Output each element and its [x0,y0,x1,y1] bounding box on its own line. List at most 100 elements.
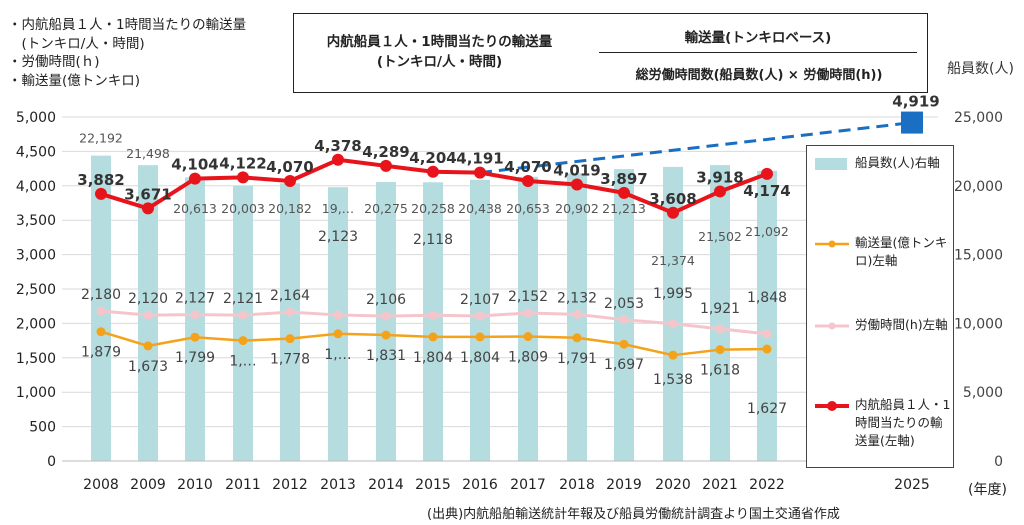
y-tick-left: 3,000 [16,248,56,264]
data-label-transport: 1,778 [270,352,310,368]
x-tick-label: 2019 [606,477,642,493]
transport-point [143,341,153,351]
per-hour-point [237,171,249,184]
y-tick-left: 2,000 [16,316,56,332]
hours-point [96,306,106,316]
data-label-hours: 2,180 [81,287,121,303]
bar-label-crew: 22,192 [79,131,123,146]
x-tick-label: 2013 [320,477,356,493]
data-label-per-hour: 3,671 [124,185,171,203]
transport-point [762,344,772,354]
hours-point [190,310,200,320]
transport-point [523,332,533,342]
legend: 船員数(人)右軸 輸送量(億トンキロ)左軸 労働時間(h)左軸 内航船員１人・1… [806,145,954,468]
data-label-per-hour: 4,191 [456,150,503,168]
hours-point [619,315,629,325]
bar-crew [710,165,730,461]
formula-label-line1: 内航船員１人・1時間当たりの輸送量 [326,34,553,50]
x-tick-label: 2020 [655,477,691,493]
y-tick-right: 5,000 [963,385,1003,401]
data-label-transport: 1,673 [128,359,168,375]
data-label-per-hour: 3,608 [649,190,696,208]
legend-label-transport: 輸送量(億トンキロ)左軸 [855,235,948,268]
data-label-hours: 2,053 [604,296,644,312]
hours-point [143,310,153,320]
source-note: (出典)内航船舶輸送統計年報及び船員労働統計調査より国土交通省作成 [427,507,840,522]
per-hour-point [380,159,392,172]
bar-label-crew: 20,653 [506,201,550,216]
data-label-hours: 2,121 [223,291,263,307]
y-tick-left: 1,500 [16,351,56,367]
note-per-hour: ・内航船員１人・1時間当たりの輸送量 [8,17,247,33]
y-tick-right: 20,000 [954,179,1003,195]
legend-item-hours: 労働時間(h)左軸 [813,316,951,356]
data-label-transport: 1,809 [508,350,548,366]
bar-crew [614,169,634,461]
x-tick-label: 2016 [462,477,498,493]
hours-point [668,319,678,329]
legend-swatch-hours [815,322,849,330]
data-label-per-hour: 4,204 [409,149,456,167]
hours-point [285,307,295,317]
y-tick-right: 0 [994,454,1003,470]
data-label-per-hour: 4,122 [219,154,266,172]
data-label-hours: 2,118 [413,232,453,248]
y-tick-right: 10,000 [954,316,1003,332]
bar-label-crew: 21,374 [651,253,695,268]
per-hour-point [474,166,486,179]
y-tick-left: 0 [47,454,56,470]
data-label-transport: 1,831 [366,348,406,364]
x-tick-label: 2021 [702,477,738,493]
data-label-per-hour: 4,378 [314,137,361,155]
transport-point [285,334,295,344]
x-tick-label: 2012 [272,477,308,493]
data-label-hours: 2,107 [460,292,500,308]
data-label-per-hour: 4,019 [553,161,600,179]
y-tick-left: 5,000 [16,110,56,126]
legend-swatch-transport [815,240,849,248]
data-label-transport: 1,697 [604,357,644,373]
data-label-hours: 2,164 [270,288,310,304]
per-hour-point [571,178,583,191]
bar-label-crew: 20,275 [364,201,408,216]
hours-point [572,309,582,319]
y-tick-left: 4,000 [16,179,56,195]
data-label-transport: 1,804 [413,350,453,366]
note-transport: ・輸送量(億トンキロ) [8,72,141,89]
bar-label-crew: 21,502 [698,229,742,244]
hours-point [381,311,391,321]
hours-point [523,308,533,318]
legend-swatch-crew [815,158,847,170]
bar-label-crew: 20,182 [268,201,312,216]
data-label-per-hour: 4,070 [266,158,313,176]
bar-label-crew: 20,613 [173,201,217,216]
y-tick-left: 2,500 [16,282,56,298]
transport-point [190,332,200,342]
per-hour-point [142,202,154,215]
x-tick-label: 2017 [510,477,546,493]
formula-label: 内航船員１人・1時間当たりの輸送量 (トンキロ/人・時間) [312,32,567,72]
data-label-transport: 1,… [229,354,256,370]
formula-label-line2: (トンキロ/人・時間) [376,54,503,70]
per-hour-point [332,153,344,166]
bar-label-crew: 20,438 [458,201,502,216]
x-tick-label: 2015 [415,477,451,493]
x-unit-label: (年度) [968,482,1007,498]
y-tick-right: 25,000 [954,110,1003,126]
data-label-hours: 2,152 [508,289,548,305]
formula-denominator: 総労働時間数(船員数(人) × 労働時間(h)) [635,68,883,83]
bar-label-crew: 20,003 [221,201,265,216]
data-label-hours: 2,132 [557,290,597,306]
target-trend-line [479,121,913,175]
data-label-per-hour: 4,174 [743,182,790,200]
data-label-transport: 1,804 [460,350,500,366]
transport-point [572,333,582,343]
legend-item-per-hour: 内航船員１人・1時間当たりの輸送量(左軸) [813,396,951,466]
data-label-transport: 1,618 [700,363,740,379]
data-label-per-hour: 3,897 [600,170,647,188]
x-tick-label: 2025 [894,477,930,493]
bar-label-crew: 21,498 [126,146,170,161]
data-label-transport: 1,627 [747,401,787,417]
per-hour-point [714,185,726,198]
